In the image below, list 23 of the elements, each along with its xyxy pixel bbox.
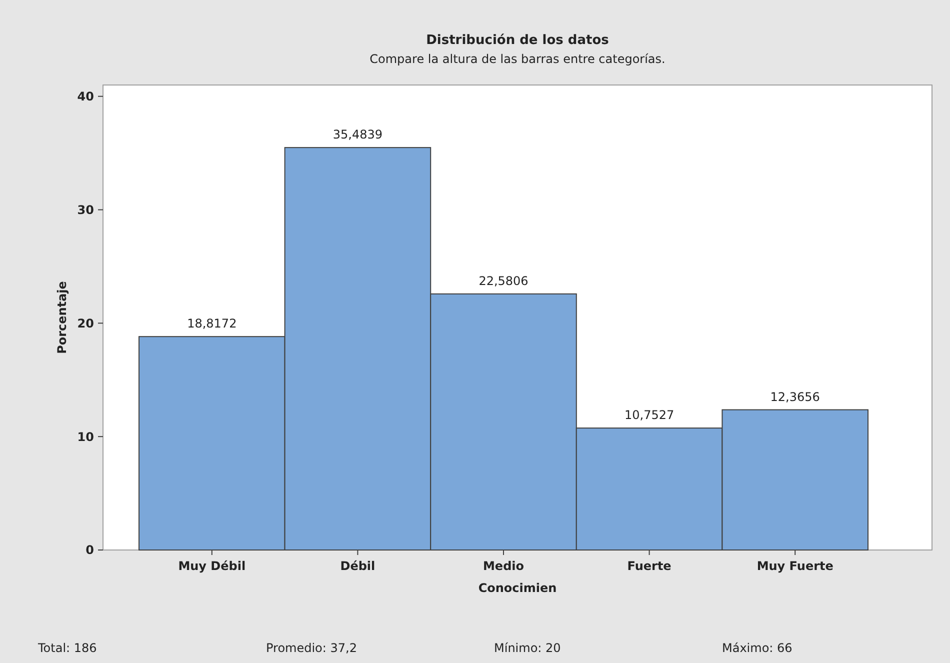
text: Mínimo: 20	[494, 641, 561, 655]
data-label: 12,3656	[770, 390, 820, 404]
data-label: 22,5806	[478, 274, 528, 288]
chart-subtitle: Compare la altura de las barras entre categorías.	[370, 52, 666, 66]
x-axis-title: Conocimien	[478, 581, 557, 595]
chart-title: Distribución de los datos	[426, 33, 610, 48]
x-tick-label: Débil	[340, 559, 376, 573]
data-label: 18,8172	[187, 316, 237, 331]
y-tick-label: 30	[77, 202, 94, 217]
text: Promedio: 37,2	[266, 641, 357, 655]
text: Total: 186	[37, 641, 97, 655]
x-tick-label: Fuerte	[627, 559, 672, 573]
x-tick-label: Muy Fuerte	[756, 559, 834, 573]
text: Máximo: 66	[722, 641, 792, 655]
y-tick-label: 40	[77, 90, 94, 104]
data-label: 10,7527	[624, 408, 674, 422]
y-axis-title: Porcentaje	[55, 281, 69, 354]
y-tick-label: 20	[77, 316, 94, 330]
y-tick-label: 0	[86, 543, 94, 558]
x-tick-label: Muy Débil	[178, 559, 246, 573]
x-tick-label: Medio	[482, 559, 524, 573]
y-tick-label: 10	[77, 430, 94, 444]
data-label: 35,4839	[332, 128, 383, 142]
